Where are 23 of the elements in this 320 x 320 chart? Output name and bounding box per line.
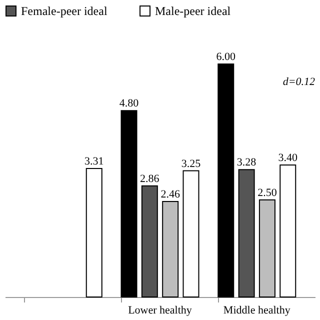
- data-label: 6.00: [216, 50, 236, 63]
- bar: [86, 168, 102, 298]
- data-label: 4.80: [119, 98, 140, 110]
- data-label: 3.28: [236, 156, 257, 169]
- legend-label: Male-peer ideal: [155, 4, 232, 18]
- x-tick-label: Middle healthy: [223, 304, 291, 316]
- data-label: 2.50: [258, 186, 278, 199]
- x-tick-label: Lower healthy: [128, 304, 192, 316]
- bar: [280, 164, 296, 298]
- data-label: 3.25: [181, 158, 202, 170]
- bar: [182, 170, 200, 298]
- bar: [238, 169, 255, 298]
- legend-label: Female-peer ideal: [21, 4, 108, 18]
- bar: [258, 199, 276, 298]
- bar: [218, 63, 234, 298]
- data-label: 3.31: [84, 155, 104, 168]
- bar: [162, 200, 179, 298]
- data-label: 2.86: [140, 172, 160, 185]
- bar: [120, 110, 138, 298]
- data-label: 3.40: [278, 152, 298, 164]
- bar: [141, 185, 158, 298]
- annotation: d=0.12: [282, 76, 316, 88]
- data-label: 2.46: [160, 188, 180, 200]
